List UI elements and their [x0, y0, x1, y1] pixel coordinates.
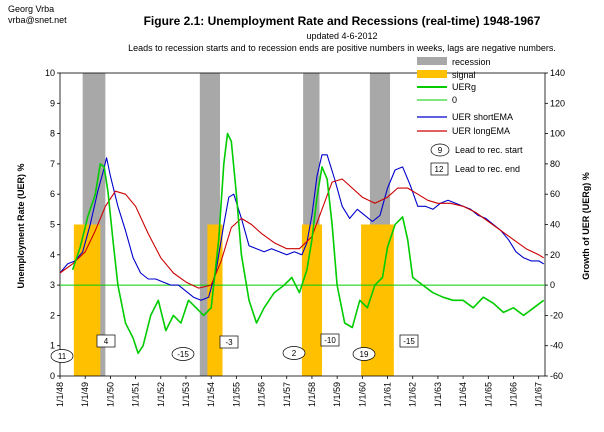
- x-tick-label-17: 1/1/65: [483, 382, 493, 407]
- x-tick-label-12: 1/1/60: [357, 382, 367, 407]
- legend-signal-swatch: [417, 70, 447, 78]
- lead-end-marker-3: [399, 334, 419, 348]
- lead-end-marker-0: [96, 334, 116, 348]
- x-tick-label-7: 1/1/55: [231, 382, 241, 407]
- x-tick-label-2: 1/1/50: [105, 382, 115, 407]
- x-tick-label-14: 1/1/62: [408, 382, 418, 407]
- author-email: vrba@snet.net: [8, 15, 67, 25]
- x-tick-label-16: 1/1/64: [458, 382, 468, 407]
- lead-start-marker-1: [171, 347, 195, 361]
- legend-lead-start: Lead to rec. start: [455, 145, 523, 155]
- x-tick-label-9: 1/1/57: [282, 382, 292, 407]
- legend-lead-start-sample: 9: [438, 146, 443, 155]
- lead-end-value-2: -10: [324, 336, 336, 345]
- y2-tick-label-4: 20: [550, 250, 560, 260]
- lead-start-marker-3: [352, 347, 376, 361]
- x-tick-label-18: 1/1/66: [509, 382, 519, 407]
- legend-lead-start-marker: [430, 143, 450, 157]
- y2-tick-label-3: 0: [550, 280, 555, 290]
- y-tick-label-0: 0: [50, 371, 55, 381]
- legend-recession-swatch: [417, 57, 447, 65]
- lead-annotations: 11 -15 2 19 4 -3 -10 -15: [50, 333, 419, 363]
- lead-end-value-0: 4: [104, 337, 109, 346]
- lead-start-value-1: -15: [177, 350, 189, 359]
- legend-signal: signal: [452, 70, 476, 80]
- chart-title: Figure 2.1: Unemployment Rate and Recess…: [143, 14, 541, 28]
- axes: 012345678910-60-40-200204060801001201401…: [45, 68, 565, 407]
- x-tick-label-6: 1/1/54: [206, 382, 216, 407]
- y-tick-label-4: 4: [50, 250, 55, 260]
- legend-long: UER longEMA: [452, 126, 510, 136]
- x-tick-label-3: 1/1/51: [131, 382, 141, 407]
- y2-tick-label-0: -60: [550, 371, 563, 381]
- y-tick-label-9: 9: [50, 98, 55, 108]
- legend-lead-end-sample: 12: [435, 165, 444, 174]
- legend-lead-end: Lead to rec. end: [455, 164, 520, 174]
- lead-end-value-1: -3: [225, 338, 233, 347]
- x-tick-label-15: 1/1/63: [433, 382, 443, 407]
- x-tick-label-19: 1/1/67: [534, 382, 544, 407]
- x-tick-label-11: 1/1/59: [332, 382, 342, 407]
- legend: recession signal UERg 0 UER shortEMA UER…: [417, 57, 523, 176]
- y2-tick-label-2: -20: [550, 310, 563, 320]
- y-tick-label-6: 6: [50, 189, 55, 199]
- series-line-uerg: [71, 132, 545, 355]
- x-tick-label-8: 1/1/56: [257, 382, 267, 407]
- chart-note: Leads to recession starts and to recessi…: [128, 43, 556, 53]
- x-tick-label-1: 1/1/49: [80, 382, 90, 407]
- lead-end-value-3: -15: [403, 337, 415, 346]
- y-tick-label-8: 8: [50, 129, 55, 139]
- signal-bar-2: [301, 224, 323, 376]
- legend-recession: recession: [452, 57, 491, 67]
- signal-bars: [73, 224, 394, 376]
- y-tick-label-3: 3: [50, 280, 55, 290]
- y2-tick-label-7: 80: [550, 159, 560, 169]
- lead-start-value-2: 2: [292, 349, 297, 358]
- series-line-uer-longema: [59, 178, 544, 289]
- legend-zero: 0: [452, 95, 457, 105]
- signal-bar-0: [73, 224, 101, 376]
- y2-tick-label-5: 40: [550, 220, 560, 230]
- legend-short: UER shortEMA: [452, 112, 513, 122]
- lead-start-marker-2: [282, 346, 306, 360]
- lead-start-marker-0: [50, 349, 74, 363]
- x-tick-label-13: 1/1/61: [383, 382, 393, 407]
- y-tick-label-10: 10: [45, 68, 55, 78]
- chart-subtitle: updated 4-6-2012: [306, 31, 378, 41]
- y-tick-label-5: 5: [50, 220, 55, 230]
- y-tick-label-2: 2: [50, 310, 55, 320]
- lead-start-value-3: 19: [360, 350, 369, 359]
- series-line-uer-shortema: [59, 154, 544, 301]
- y-tick-label-7: 7: [50, 159, 55, 169]
- y2-tick-label-9: 120: [550, 98, 565, 108]
- author-name: Georg Vrba: [8, 4, 55, 14]
- legend-uerg: UERg: [452, 82, 476, 92]
- y2-tick-label-8: 100: [550, 129, 565, 139]
- y2-axis-label: Growth of UER (UERg) %: [581, 172, 591, 280]
- lead-end-marker-2: [320, 333, 340, 347]
- y2-tick-label-6: 60: [550, 189, 560, 199]
- y-axis-label: Unemployment Rate (UER) %: [16, 163, 26, 288]
- lead-end-marker-1: [219, 335, 239, 349]
- y-tick-label-1: 1: [50, 341, 55, 351]
- legend-lead-end-marker: [430, 162, 449, 176]
- series-lines: [59, 132, 545, 355]
- y2-tick-label-10: 140: [550, 68, 565, 78]
- signal-bar-1: [207, 224, 223, 376]
- lead-start-value-0: 11: [58, 352, 67, 361]
- x-tick-label-0: 1/1/48: [55, 382, 65, 407]
- x-tick-label-10: 1/1/58: [307, 382, 317, 407]
- x-tick-label-5: 1/1/53: [181, 382, 191, 407]
- y2-tick-label-1: -40: [550, 341, 563, 351]
- x-tick-label-4: 1/1/52: [156, 382, 166, 407]
